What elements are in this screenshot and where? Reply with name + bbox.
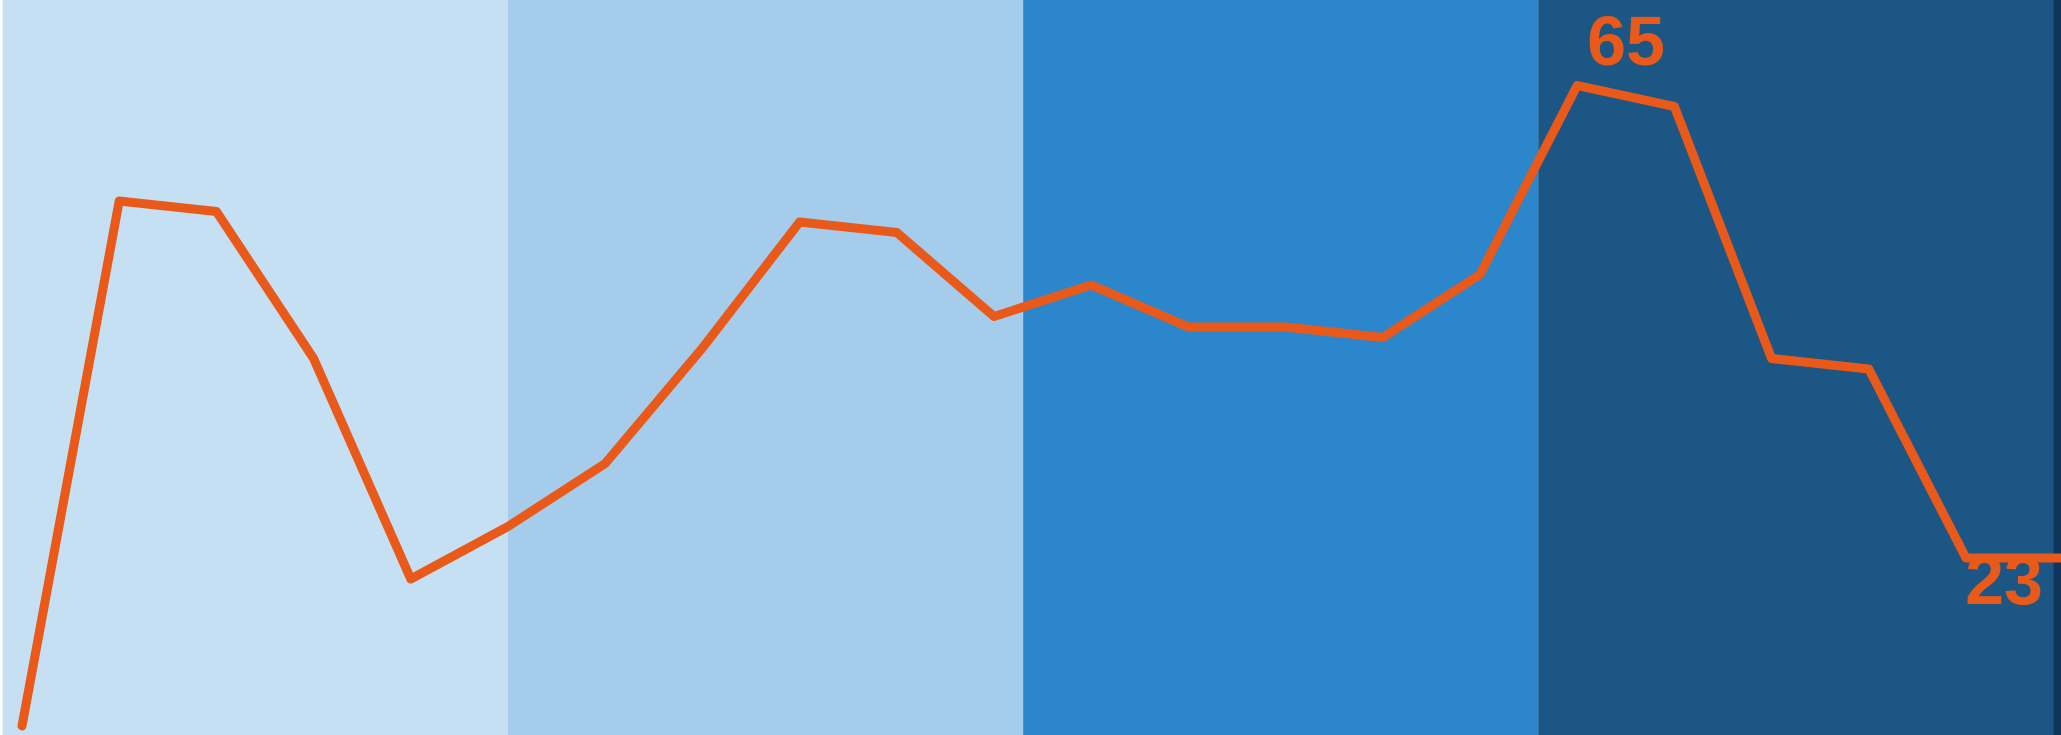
background-band-1 <box>2 0 509 735</box>
background-band-5 <box>2053 0 2061 735</box>
data-label-2: 23 <box>1965 541 2043 619</box>
background-band-3 <box>1023 0 1539 735</box>
background-band-4 <box>1538 0 2054 735</box>
background-band-2 <box>508 0 1024 735</box>
data-label-1: 65 <box>1587 2 1665 80</box>
series-line <box>17 81 2061 731</box>
data-labels: 65 23 <box>1587 2 2043 619</box>
